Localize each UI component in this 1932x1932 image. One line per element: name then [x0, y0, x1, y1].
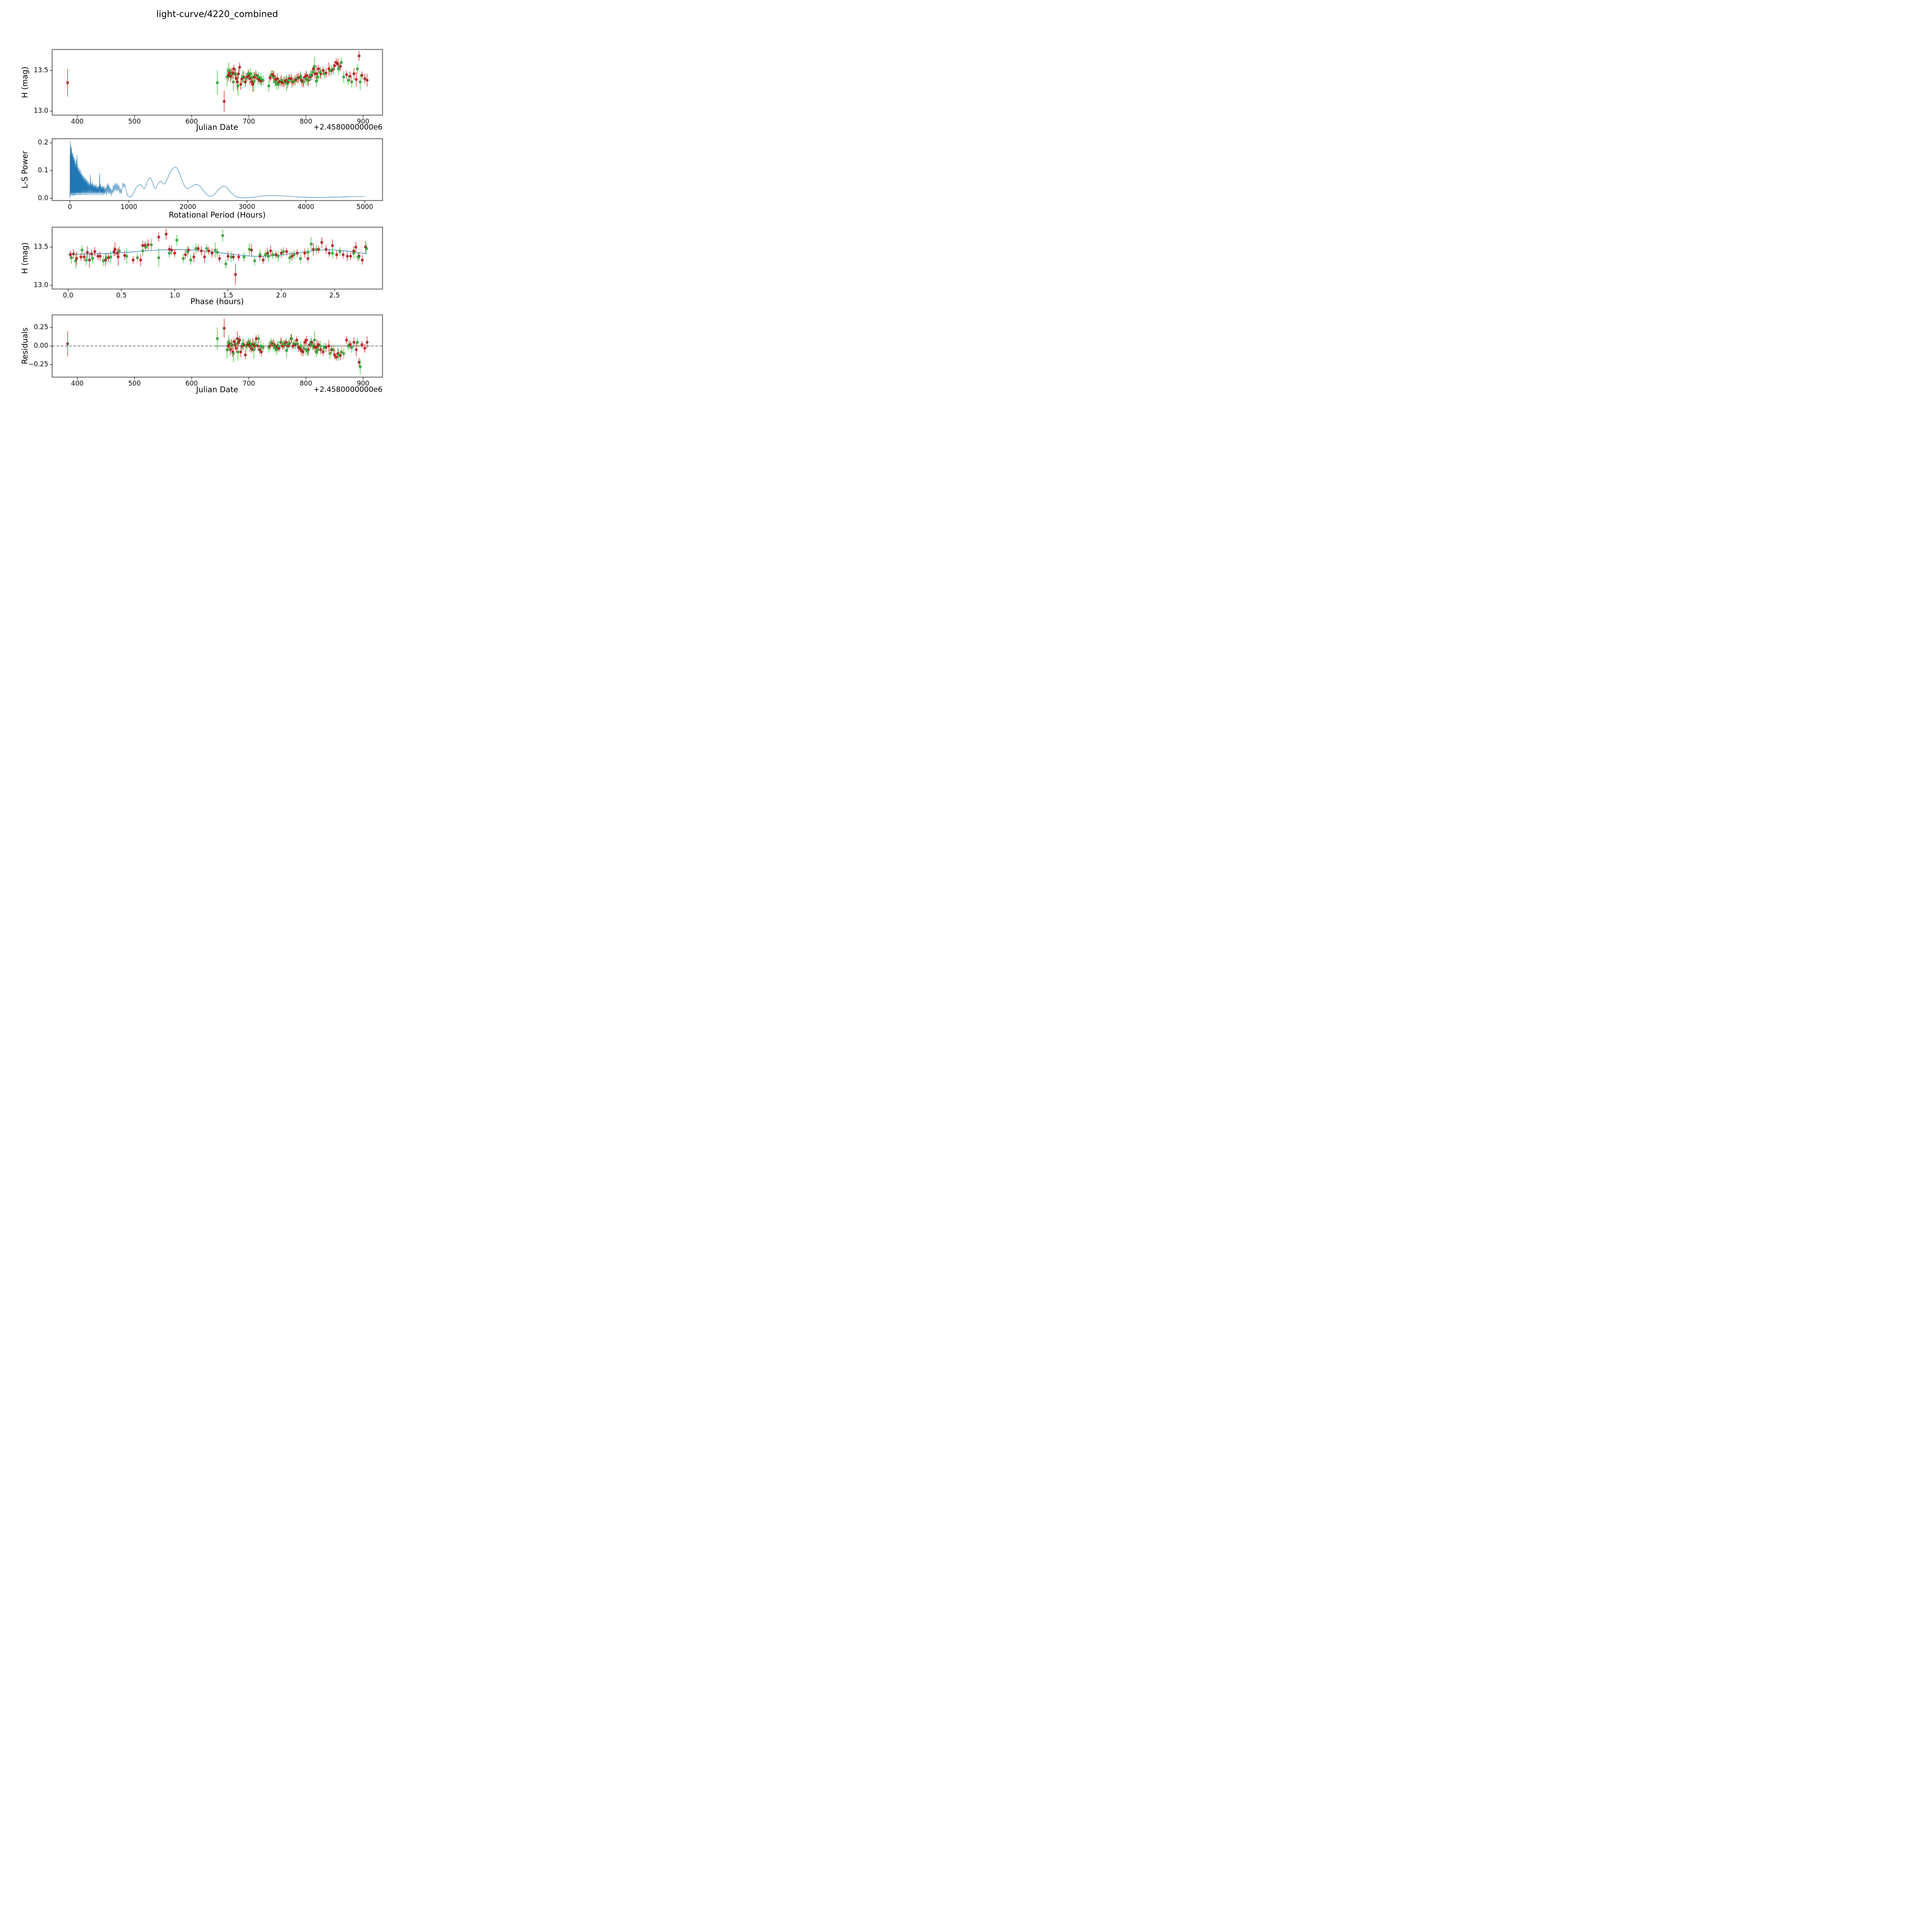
x-offset-text-residuals: +2.4580000000e6	[313, 385, 383, 394]
x-offset-text-lightcurve: +2.4580000000e6	[313, 123, 383, 131]
figure-title: light-curve/4220_combined	[156, 9, 278, 19]
ylabel-residuals: Residuals	[20, 327, 29, 364]
xlabel-residuals: Julian Date	[196, 385, 238, 394]
ylabel-lightcurve: H (mag)	[20, 66, 29, 98]
xlabel-lightcurve: Julian Date	[196, 122, 238, 132]
ylabel-periodogram: L-S Power	[20, 151, 29, 189]
xlabel-periodogram: Rotational Period (Hours)	[168, 210, 266, 219]
figure: light-curve/4220_combined H (mag) L-S Po…	[0, 0, 417, 417]
ylabel-phase: H (mag)	[20, 242, 29, 274]
xlabel-phase: Phase (hours)	[190, 297, 244, 306]
figure-canvas	[0, 0, 417, 417]
